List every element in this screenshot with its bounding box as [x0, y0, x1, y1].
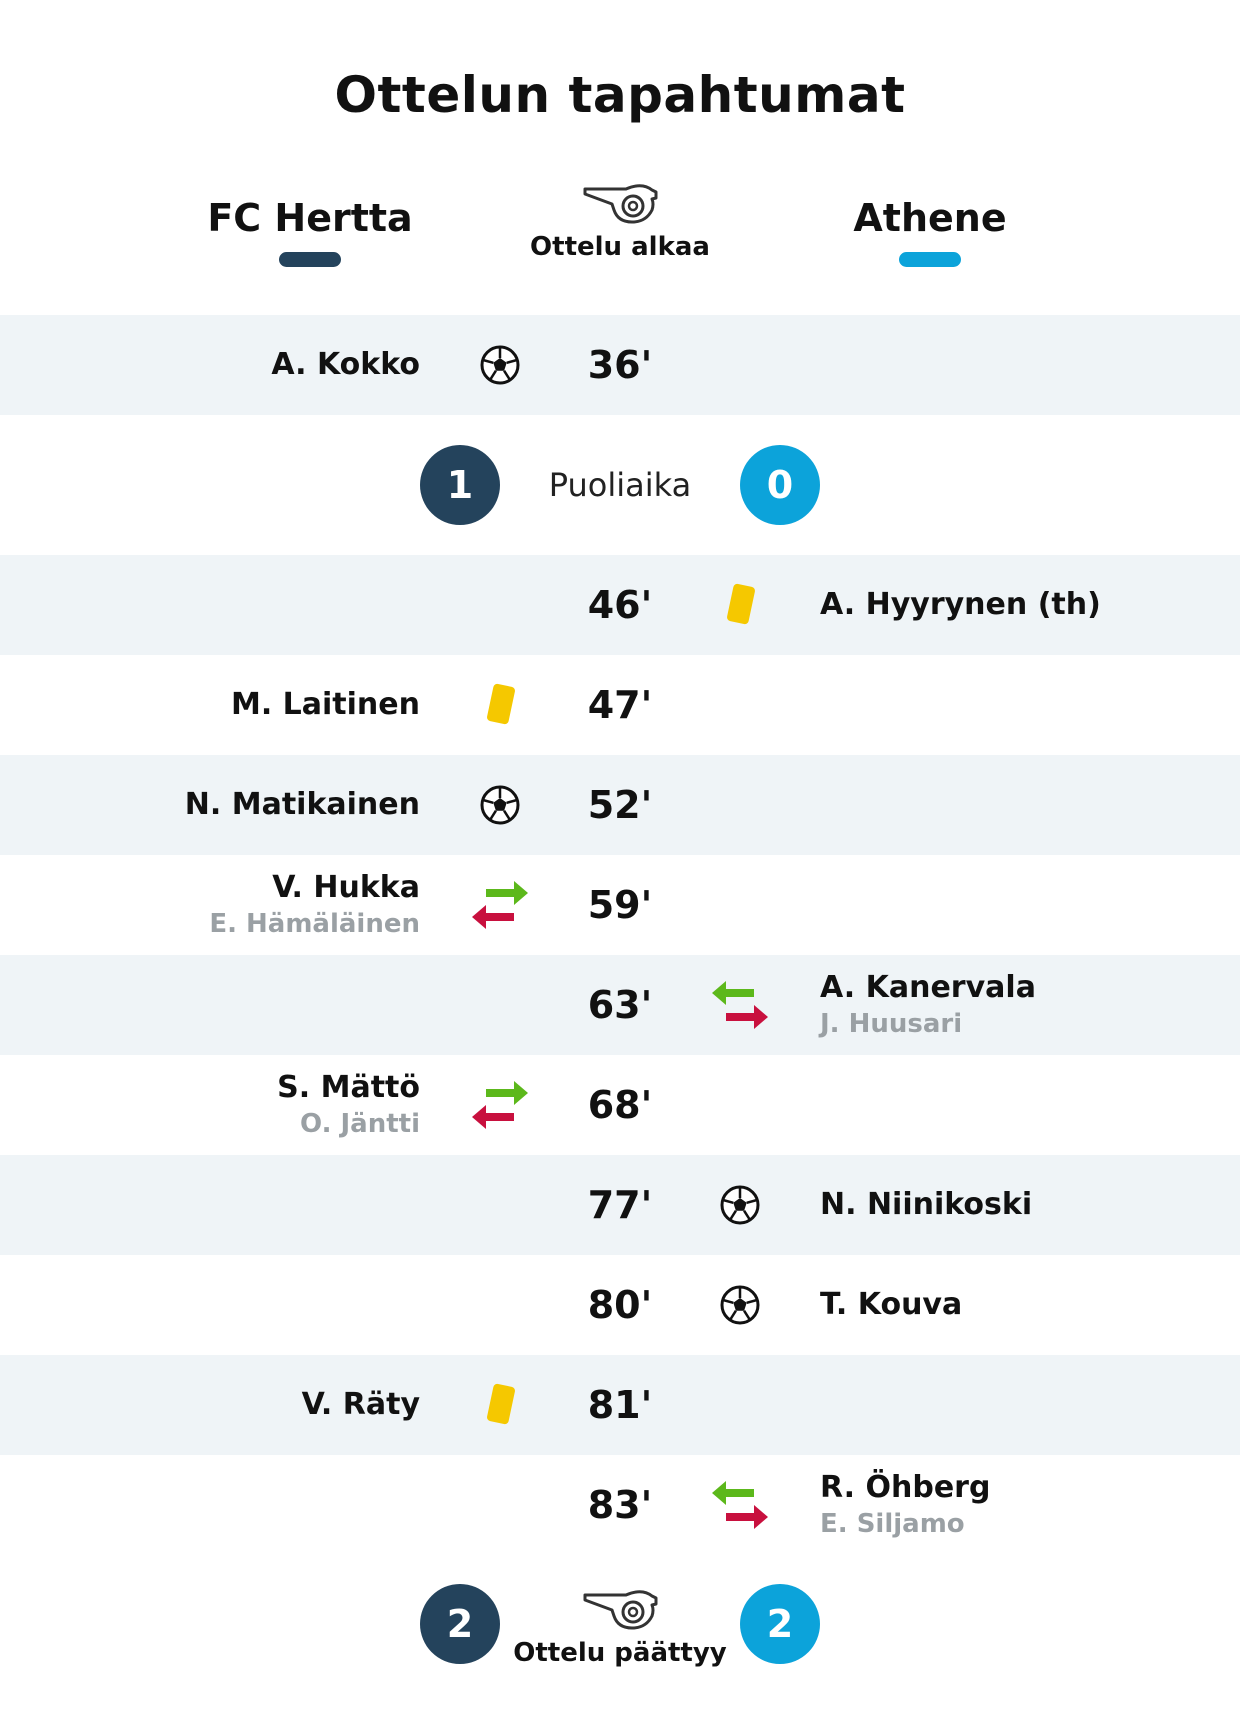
- event-minute: 52': [587, 783, 653, 827]
- event-row: 81' V. Räty: [0, 1355, 1240, 1455]
- event-row: 63' A. Kanervala J. Huusari: [0, 955, 1240, 1055]
- whistle-icon: [583, 184, 658, 224]
- event-player-name: A. Kokko: [271, 347, 420, 382]
- football-icon: [710, 1285, 770, 1325]
- event-player-block: S. Mättö O. Jäntti: [20, 1055, 420, 1155]
- event-minute: 81': [587, 1383, 653, 1427]
- event-player-block: N. Niinikoski: [820, 1155, 1220, 1255]
- event-player-out-name: E. Hämäläinen: [209, 909, 420, 939]
- halftime-home-score: 1: [420, 445, 500, 525]
- event-row: 52' N. Matikainen: [0, 755, 1240, 855]
- away-team-color-bar: [899, 252, 961, 267]
- event-row: 59' V. Hukka E. Hämäläinen: [0, 855, 1240, 955]
- events-list: 36' A. Kokko 1 Puoliaika 0 46' A. Hyyrynen…: [0, 315, 1240, 1555]
- event-row: 68' S. Mättö O. Jäntti: [0, 1055, 1240, 1155]
- event-row: 83' R. Öhberg E. Siljamo: [0, 1455, 1240, 1555]
- event-minute: 46': [587, 583, 653, 627]
- event-player-name: N. Matikainen: [184, 787, 420, 822]
- event-player-out-name: E. Siljamo: [820, 1509, 965, 1539]
- event-minute: 59': [587, 883, 653, 927]
- match-end-label: Ottelu päättyy: [513, 1638, 727, 1668]
- home-team-header: FC Hertta: [160, 196, 460, 267]
- football-icon: [470, 345, 530, 385]
- substitution-icon: [710, 1481, 770, 1529]
- whistle-icon: [583, 1590, 658, 1630]
- event-player-block: R. Öhberg E. Siljamo: [820, 1455, 1220, 1555]
- page-title: Ottelun tapahtumat: [334, 66, 906, 124]
- event-player-block: T. Kouva: [820, 1255, 1220, 1355]
- match-end: Ottelu päättyy: [470, 1586, 770, 1668]
- event-player-out-name: J. Huusari: [820, 1009, 963, 1039]
- match-start: Ottelu alkaa: [470, 180, 770, 262]
- event-minute: 80': [587, 1283, 653, 1327]
- yellow-card-icon: [710, 583, 770, 625]
- event-player-name: T. Kouva: [820, 1287, 963, 1322]
- event-minute: 83': [587, 1483, 653, 1527]
- event-player-name: A. Kanervala: [820, 970, 1036, 1005]
- event-player-name: V. Räty: [301, 1387, 420, 1422]
- event-player-name: M. Laitinen: [230, 687, 420, 722]
- final-home-score: 2: [420, 1584, 500, 1664]
- football-icon: [470, 785, 530, 825]
- event-row: 46' A. Hyyrynen (th): [0, 555, 1240, 655]
- event-player-name: V. Hukka: [272, 870, 420, 905]
- event-minute: 36': [587, 343, 653, 387]
- substitution-icon: [470, 1081, 530, 1129]
- event-minute: 77': [587, 1183, 653, 1227]
- final-away-score: 2: [740, 1584, 820, 1664]
- event-player-block: N. Matikainen: [20, 755, 420, 855]
- away-team-name: Athene: [853, 196, 1007, 240]
- event-player-out-name: O. Jäntti: [300, 1109, 420, 1139]
- event-minute: 47': [587, 683, 653, 727]
- event-player-name: A. Hyyrynen (th): [820, 587, 1101, 622]
- halftime-label: Puoliaika: [548, 466, 692, 504]
- event-player-block: M. Laitinen: [20, 655, 420, 755]
- match-start-label: Ottelu alkaa: [530, 232, 710, 262]
- event-row: 77' N. Niinikoski: [0, 1155, 1240, 1255]
- home-team-color-bar: [279, 252, 341, 267]
- event-player-block: V. Räty: [20, 1355, 420, 1455]
- yellow-card-icon: [470, 1383, 530, 1425]
- event-player-name: N. Niinikoski: [820, 1187, 1033, 1222]
- event-player-block: A. Kanervala J. Huusari: [820, 955, 1220, 1055]
- event-row: 36' A. Kokko: [0, 315, 1240, 415]
- event-minute: 68': [587, 1083, 653, 1127]
- event-player-block: A. Hyyrynen (th): [820, 555, 1220, 655]
- football-icon: [710, 1185, 770, 1225]
- halftime-away-score: 0: [740, 445, 820, 525]
- yellow-card-icon: [470, 683, 530, 725]
- home-team-name: FC Hertta: [207, 196, 413, 240]
- event-player-name: S. Mättö: [277, 1070, 420, 1105]
- substitution-icon: [710, 981, 770, 1029]
- event-player-block: A. Kokko: [20, 315, 420, 415]
- substitution-icon: [470, 881, 530, 929]
- event-player-name: R. Öhberg: [820, 1470, 991, 1505]
- event-minute: 63': [587, 983, 653, 1027]
- halftime-row: 1 Puoliaika 0: [0, 415, 1240, 555]
- event-row: 80' T. Kouva: [0, 1255, 1240, 1355]
- away-team-header: Athene: [780, 196, 1080, 267]
- event-player-block: V. Hukka E. Hämäläinen: [20, 855, 420, 955]
- event-row: 47' M. Laitinen: [0, 655, 1240, 755]
